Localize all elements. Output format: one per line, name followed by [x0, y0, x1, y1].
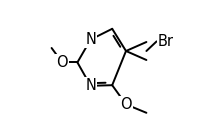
Text: Br: Br: [158, 34, 174, 49]
Text: N: N: [85, 32, 96, 47]
Text: O: O: [120, 97, 132, 112]
Text: N: N: [85, 78, 96, 93]
Text: O: O: [56, 55, 68, 70]
